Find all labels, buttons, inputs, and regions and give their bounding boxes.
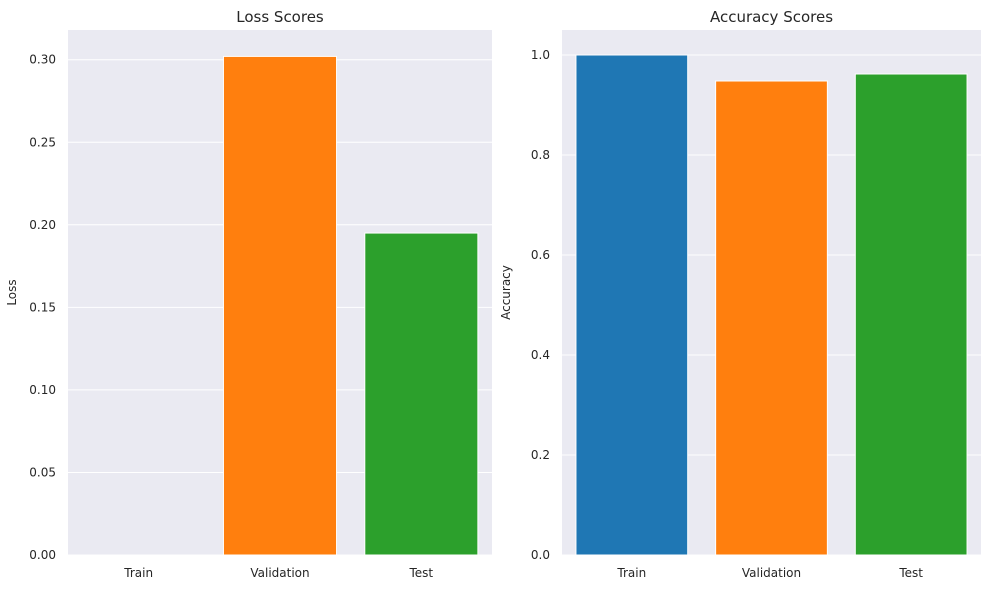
loss-ytick-label: 0.15 [29,300,56,314]
loss-chart: 0.00 0.05 0.10 0.15 0.20 0.25 0.30 Train Validat… [5,8,492,580]
accuracy-ytick-label: 0.6 [531,248,550,262]
loss-ytick-label: 0.10 [29,383,56,397]
accuracy-ytick-label: 0.0 [531,548,550,562]
accuracy-bar-train [575,54,689,556]
accuracy-chart: 0.0 0.2 0.4 0.6 0.8 1.0 Train Validation Test Acc… [499,8,981,580]
accuracy-ylabel: Accuracy [499,265,513,320]
loss-xtick-label: Validation [250,566,309,580]
accuracy-xtick-label: Test [898,566,923,580]
loss-ytick-label: 0.30 [29,53,56,67]
loss-bar-test [364,232,479,556]
accuracy-bar-validation [715,80,828,556]
accuracy-xtick-label: Validation [742,566,801,580]
loss-chart-title: Loss Scores [236,8,324,26]
loss-ytick-label: 0.25 [29,135,56,149]
loss-ytick-label: 0.20 [29,218,56,232]
accuracy-ytick-label: 1.0 [531,48,550,62]
loss-ylabel: Loss [5,279,19,305]
accuracy-chart-title: Accuracy Scores [710,8,833,26]
accuracy-ytick-label: 0.8 [531,148,550,162]
accuracy-ytick-label: 0.4 [531,348,550,362]
accuracy-xtick-label: Train [616,566,646,580]
loss-xtick-label: Test [409,566,434,580]
loss-xtick-label: Train [123,566,153,580]
loss-ytick-label: 0.00 [29,548,56,562]
loss-bar-validation [222,55,338,556]
loss-ytick-label: 0.05 [29,465,56,479]
accuracy-ytick-label: 0.2 [531,448,550,462]
accuracy-bar-test [854,73,968,556]
